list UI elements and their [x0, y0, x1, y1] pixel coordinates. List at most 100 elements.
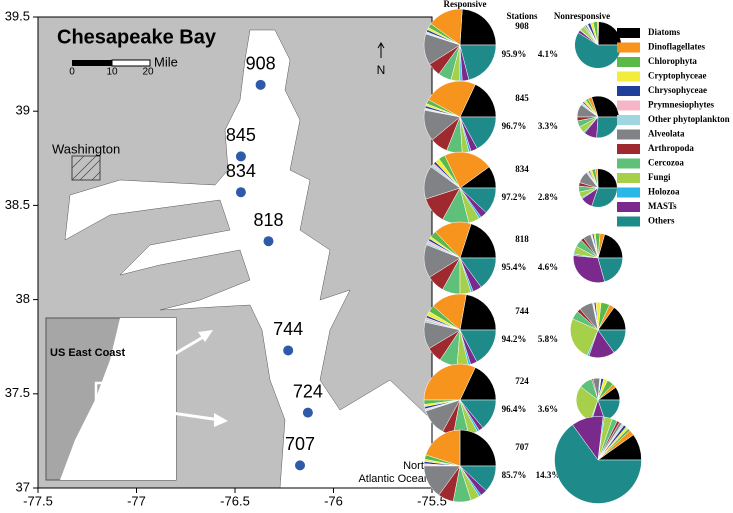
pie-wedge [459, 84, 497, 118]
pie-wedge [574, 32, 622, 69]
scale-bar [111, 59, 151, 67]
station-label: 834 [226, 161, 256, 181]
responsive-percent: 96.4% [502, 404, 527, 414]
pie-wedge [459, 44, 497, 81]
station-point [302, 407, 313, 418]
responsive-percent: 94.2% [502, 334, 527, 344]
pie-wedge [459, 8, 497, 46]
scale-label: 10 [106, 67, 118, 78]
scale-bar [72, 60, 112, 66]
legend-label: Alveolata [648, 129, 685, 139]
legend-swatch [617, 42, 640, 53]
station-label: 818 [253, 210, 283, 230]
responsive-percent: 97.2% [502, 192, 527, 202]
pie-wedge [459, 223, 497, 259]
y-tick-label: 37.5 [5, 385, 30, 400]
responsive-percent: 95.9% [502, 49, 527, 59]
inset-label: US East Coast [50, 347, 126, 359]
legend-label: Chlorophyta [648, 56, 697, 66]
ocean-label: Atlantic Ocean [358, 473, 430, 485]
x-tick-label: -75.5 [417, 493, 447, 508]
station-label: 908 [246, 54, 276, 74]
scale-unit: Mile [154, 54, 178, 69]
legend-swatch [617, 144, 640, 154]
pie-wedge [423, 363, 476, 401]
station-point [295, 460, 306, 471]
pie-wedge [459, 294, 497, 331]
legend-label: Fungi [648, 172, 671, 182]
pie-wedge [459, 367, 497, 401]
legend-label: Holozoa [648, 187, 680, 197]
station-name: 707 [515, 442, 529, 452]
station-point [235, 151, 246, 162]
y-tick-label: 38 [16, 291, 30, 306]
pie-wedge [428, 80, 476, 118]
station-label: 724 [293, 381, 323, 401]
legend-swatch [617, 158, 640, 169]
y-tick-label: 39 [16, 103, 30, 118]
legend-label: Chrysophyceae [648, 85, 707, 95]
legend-label: Cercozoa [648, 158, 684, 168]
north-label: N [377, 63, 386, 77]
pie-wedge [459, 116, 497, 149]
column-header: Stations [506, 11, 538, 21]
pie-wedge [459, 399, 497, 429]
station-point [235, 187, 246, 198]
column-header: Responsive [443, 0, 486, 9]
pie-wedge [459, 187, 497, 213]
station-name: 724 [515, 376, 529, 386]
legend-label: Prymnesiophytes [648, 100, 714, 110]
city-hatch [71, 155, 101, 181]
station-name: 834 [515, 164, 529, 174]
legend-label: Cryptophyceae [648, 71, 707, 81]
x-tick-label: -77.5 [23, 493, 53, 508]
legend-swatch [617, 115, 640, 125]
pie-wedge [459, 257, 497, 288]
station-name: 818 [515, 234, 529, 244]
ocean-label: North [403, 460, 430, 472]
x-tick-label: -76.5 [220, 493, 250, 508]
water [64, 29, 433, 489]
pie-wedge [425, 429, 461, 467]
pie-wedge [597, 329, 626, 353]
nonresponsive-percent: 14.3% [536, 470, 561, 480]
responsive-percent: 85.7% [502, 470, 527, 480]
pie-wedge [554, 424, 642, 504]
legend-swatch [617, 173, 640, 183]
legend-swatch [617, 71, 640, 82]
city-label: Washington [52, 141, 120, 156]
station-label: 707 [285, 434, 315, 454]
station-label: 744 [273, 319, 303, 339]
nonresponsive-percent: 4.1% [538, 49, 558, 59]
nonresponsive-percent: 3.6% [538, 404, 558, 414]
legend-label: Arthropoda [648, 143, 694, 153]
pie-wedge [597, 257, 623, 283]
y-tick-label: 37 [16, 479, 30, 494]
legend-label: Other phytoplankton [648, 114, 730, 124]
station-point [283, 345, 294, 356]
legend-swatch [617, 202, 640, 212]
scale-label: 20 [142, 67, 154, 78]
x-tick-label: -77 [127, 493, 146, 508]
legend-swatch [617, 187, 640, 198]
legend-swatch [617, 216, 640, 227]
legend-label: Diatoms [648, 27, 680, 37]
x-tick-label: -76 [324, 493, 343, 508]
scale-label: 0 [69, 67, 75, 78]
y-tick-label: 39.5 [5, 8, 30, 23]
responsive-percent: 95.4% [502, 262, 527, 272]
inset-highlight [94, 381, 112, 410]
inset-arrows [109, 334, 221, 422]
nonresponsive-percent: 2.8% [538, 192, 558, 202]
legend-swatch [617, 100, 640, 111]
nonresponsive-percent: 5.8% [538, 334, 558, 344]
nonresponsive-percent: 4.6% [538, 262, 558, 272]
pie-wedge [596, 116, 620, 139]
station-name: 744 [515, 306, 529, 316]
station-name: 908 [515, 21, 529, 31]
legend-swatch [617, 57, 640, 67]
legend-swatch [617, 129, 640, 140]
station-point [255, 79, 266, 90]
pie-wedge [459, 465, 497, 491]
